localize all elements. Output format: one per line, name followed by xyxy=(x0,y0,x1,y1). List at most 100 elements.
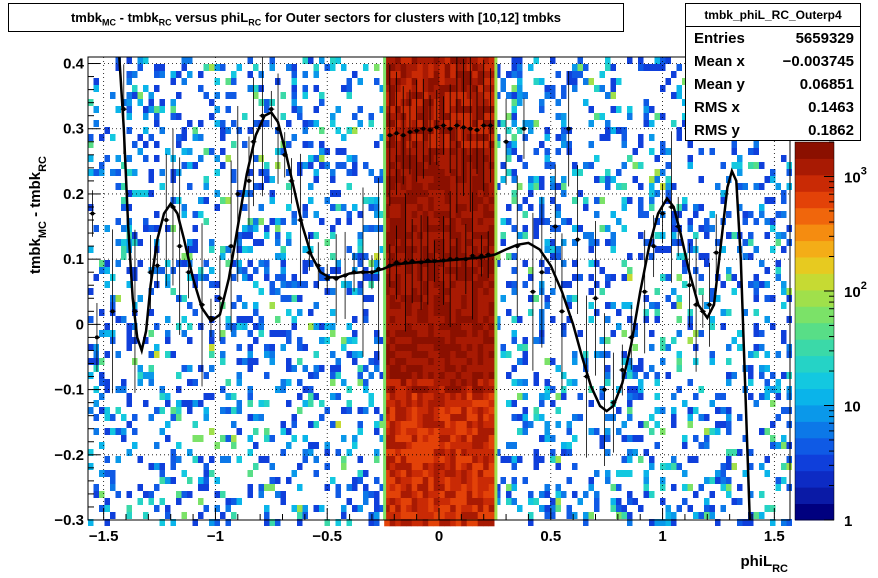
heatmap-cell xyxy=(269,463,275,470)
heatmap-cell xyxy=(528,127,534,134)
heatmap-cell xyxy=(231,92,237,99)
heatmap-cell xyxy=(561,442,567,449)
heatmap-cell xyxy=(605,134,611,141)
band-cell xyxy=(417,71,423,79)
heatmap-cell xyxy=(627,155,633,162)
band-cell xyxy=(384,295,390,303)
heatmap-cell xyxy=(759,162,765,169)
heatmap-cell xyxy=(506,253,512,260)
heatmap-cell xyxy=(621,302,627,309)
palette-swatch xyxy=(795,158,834,176)
band-cell xyxy=(406,190,412,198)
heatmap-cell xyxy=(346,218,352,225)
heatmap-cell xyxy=(742,470,748,477)
heatmap-cell xyxy=(121,316,127,323)
band-cell xyxy=(483,190,489,198)
profile-point-marker xyxy=(642,289,647,294)
band-cell xyxy=(461,253,467,261)
heatmap-cell xyxy=(269,435,275,442)
heatmap-cell xyxy=(374,211,380,218)
band-cell xyxy=(428,498,434,506)
band-cell xyxy=(444,400,451,408)
heatmap-cell xyxy=(209,456,215,463)
heatmap-cell xyxy=(308,155,314,162)
heatmap-cell xyxy=(165,148,171,155)
band-cell xyxy=(455,302,462,310)
heatmap-cell xyxy=(572,491,578,498)
band-cell xyxy=(433,225,440,233)
band-cell xyxy=(395,470,401,478)
band-cell xyxy=(384,491,390,499)
heatmap-cell xyxy=(225,519,231,526)
heatmap-cell xyxy=(126,78,132,85)
band-cell xyxy=(477,470,484,478)
band-cell xyxy=(422,400,429,408)
band-cell xyxy=(411,253,418,261)
heatmap-cell xyxy=(275,232,281,239)
heatmap-cell xyxy=(709,428,715,435)
heatmap-cell xyxy=(660,85,666,92)
band-cell xyxy=(483,155,489,163)
heatmap-cell xyxy=(231,393,237,400)
heatmap-cell xyxy=(616,309,622,316)
band-cell xyxy=(389,274,396,282)
band-cell xyxy=(422,85,429,93)
heatmap-cell xyxy=(187,162,193,169)
heatmap-cell xyxy=(665,463,671,470)
heatmap-cell xyxy=(253,183,259,190)
heatmap-cell xyxy=(577,64,583,71)
heatmap-cell xyxy=(269,519,275,526)
heatmap-cell xyxy=(577,393,583,400)
heatmap-cell xyxy=(137,64,143,71)
heatmap-cell xyxy=(731,449,737,456)
band-cell xyxy=(439,155,445,163)
heatmap-cell xyxy=(533,225,539,232)
band-cell xyxy=(461,519,467,527)
band-cell xyxy=(422,358,429,366)
band-cell xyxy=(428,449,434,457)
band-cell xyxy=(450,120,456,128)
heatmap-cell xyxy=(748,519,754,526)
band-cell xyxy=(406,302,412,310)
heatmap-cell xyxy=(566,148,572,155)
heatmap-cell xyxy=(236,400,242,407)
heatmap-cell xyxy=(363,309,369,316)
heatmap-cell xyxy=(638,253,644,260)
heatmap-cell xyxy=(253,225,259,232)
band-cell xyxy=(406,337,412,345)
band-cell xyxy=(450,246,456,254)
band-cell xyxy=(488,309,495,317)
heatmap-cell xyxy=(346,246,352,253)
band-cell xyxy=(384,64,390,72)
heatmap-cell xyxy=(181,57,187,64)
band-cell xyxy=(406,344,412,352)
heatmap-cell xyxy=(341,64,347,71)
band-cell xyxy=(477,78,484,86)
heatmap-cell xyxy=(253,463,259,470)
band-cell xyxy=(395,302,401,310)
heatmap-cell xyxy=(550,512,556,519)
heatmap-cell xyxy=(187,57,193,64)
band-cell xyxy=(444,435,451,443)
band-cell xyxy=(439,78,445,86)
band-cell xyxy=(444,127,451,135)
heatmap-cell xyxy=(572,85,578,92)
heatmap-cell xyxy=(500,85,506,92)
band-cell xyxy=(439,162,445,170)
band-cell xyxy=(395,323,401,331)
band-cell xyxy=(400,288,407,296)
heatmap-cell xyxy=(616,78,622,85)
heatmap-cell xyxy=(632,435,638,442)
heatmap-cell xyxy=(170,106,176,113)
band-cell xyxy=(422,379,429,387)
heatmap-cell xyxy=(665,344,671,351)
heatmap-cell xyxy=(621,421,627,428)
heatmap-cell xyxy=(726,414,732,421)
band-cell xyxy=(455,148,462,156)
heatmap-cell xyxy=(148,225,154,232)
band-cell xyxy=(395,232,401,240)
band-cell xyxy=(483,477,489,485)
heatmap-cell xyxy=(264,400,270,407)
band-cell xyxy=(477,463,484,471)
heatmap-cell xyxy=(621,274,627,281)
